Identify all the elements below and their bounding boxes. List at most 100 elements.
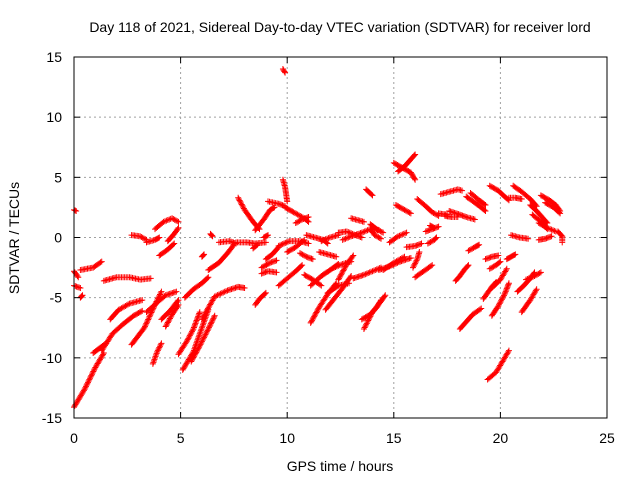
data-point <box>456 305 485 332</box>
data-point <box>503 251 519 263</box>
data-point <box>395 151 419 175</box>
data-track <box>467 189 489 209</box>
data-track <box>188 312 218 365</box>
data-point <box>252 204 278 234</box>
data-track <box>456 305 485 332</box>
data-track <box>395 151 419 175</box>
y-tick-label: 10 <box>46 109 62 125</box>
data-point <box>71 282 84 292</box>
y-tick-label: 15 <box>46 49 62 65</box>
data-track <box>279 66 289 76</box>
data-point <box>508 232 532 242</box>
data-point <box>535 220 559 235</box>
data-track <box>380 253 408 273</box>
data-track <box>488 265 510 292</box>
data-track <box>518 286 540 316</box>
data-point <box>143 288 180 316</box>
data-track <box>412 262 436 281</box>
data-point <box>156 240 178 259</box>
data-point <box>414 195 442 219</box>
data-track <box>152 215 182 233</box>
data-point <box>350 264 385 282</box>
data-point <box>262 244 282 263</box>
data-point <box>488 265 510 292</box>
data-track <box>143 234 163 246</box>
data-track <box>71 350 107 411</box>
axis-ticks: 0 5 10 15 20 25 -15 -10 -5 0 5 10 15 <box>42 49 615 446</box>
y-tick-label: -15 <box>42 410 62 426</box>
data-track <box>535 233 555 243</box>
data-track <box>522 269 544 283</box>
data-track <box>358 297 385 323</box>
data-point <box>554 228 566 246</box>
data-point <box>107 297 146 323</box>
data-track <box>207 230 216 240</box>
data-point <box>486 258 504 272</box>
data-point <box>279 176 291 205</box>
data-point <box>162 301 182 330</box>
data-track <box>427 222 438 231</box>
data-track <box>107 297 146 323</box>
data-track <box>100 274 154 284</box>
grid <box>74 57 607 418</box>
data-track <box>258 257 280 271</box>
data-track <box>488 280 512 319</box>
data-track <box>535 220 559 235</box>
data-point <box>158 297 182 323</box>
data-point <box>412 262 436 281</box>
data-track <box>367 221 387 236</box>
data-point <box>205 241 237 273</box>
data-point <box>128 232 150 243</box>
data-point <box>467 189 489 209</box>
x-axis-title: GPS time / hours <box>287 458 394 474</box>
data-track <box>452 262 472 284</box>
data-point <box>77 258 105 273</box>
data-track <box>164 224 182 245</box>
data-track <box>265 198 289 210</box>
data-point <box>188 312 218 365</box>
data-track <box>198 251 208 260</box>
data-point <box>348 215 367 225</box>
data-point <box>463 193 489 215</box>
data-track <box>367 226 385 242</box>
data-point <box>318 232 342 245</box>
data-point <box>207 230 216 240</box>
data-point <box>409 248 423 271</box>
data-track <box>205 241 237 273</box>
data-track <box>386 229 410 246</box>
data-track <box>527 202 551 227</box>
data-point <box>484 347 512 383</box>
data-track <box>260 232 272 241</box>
data-track <box>258 268 280 277</box>
data-track <box>143 288 180 316</box>
data-track <box>409 248 423 271</box>
data-point <box>505 194 525 202</box>
data-point <box>465 241 483 254</box>
data-point <box>296 250 316 263</box>
data-track <box>465 241 483 254</box>
data-point <box>518 286 540 316</box>
data-track <box>98 307 146 354</box>
data-point <box>292 214 312 227</box>
data-point <box>452 262 472 284</box>
data-track <box>149 340 165 367</box>
y-tick-label: -5 <box>50 290 63 306</box>
data-track <box>279 176 291 205</box>
data-track <box>437 186 466 198</box>
data-track <box>296 250 316 263</box>
data-track <box>71 206 80 215</box>
data-point <box>175 309 203 358</box>
data-track <box>292 214 312 227</box>
data-track <box>510 182 540 210</box>
data-point <box>284 236 308 255</box>
data-point <box>486 182 512 204</box>
data-track <box>198 283 248 323</box>
data-point <box>510 182 540 210</box>
data-point <box>437 186 466 198</box>
data-track <box>424 234 440 247</box>
data-point <box>71 350 107 411</box>
data-track <box>128 232 150 243</box>
data-track <box>262 244 282 263</box>
data-point <box>77 292 86 301</box>
